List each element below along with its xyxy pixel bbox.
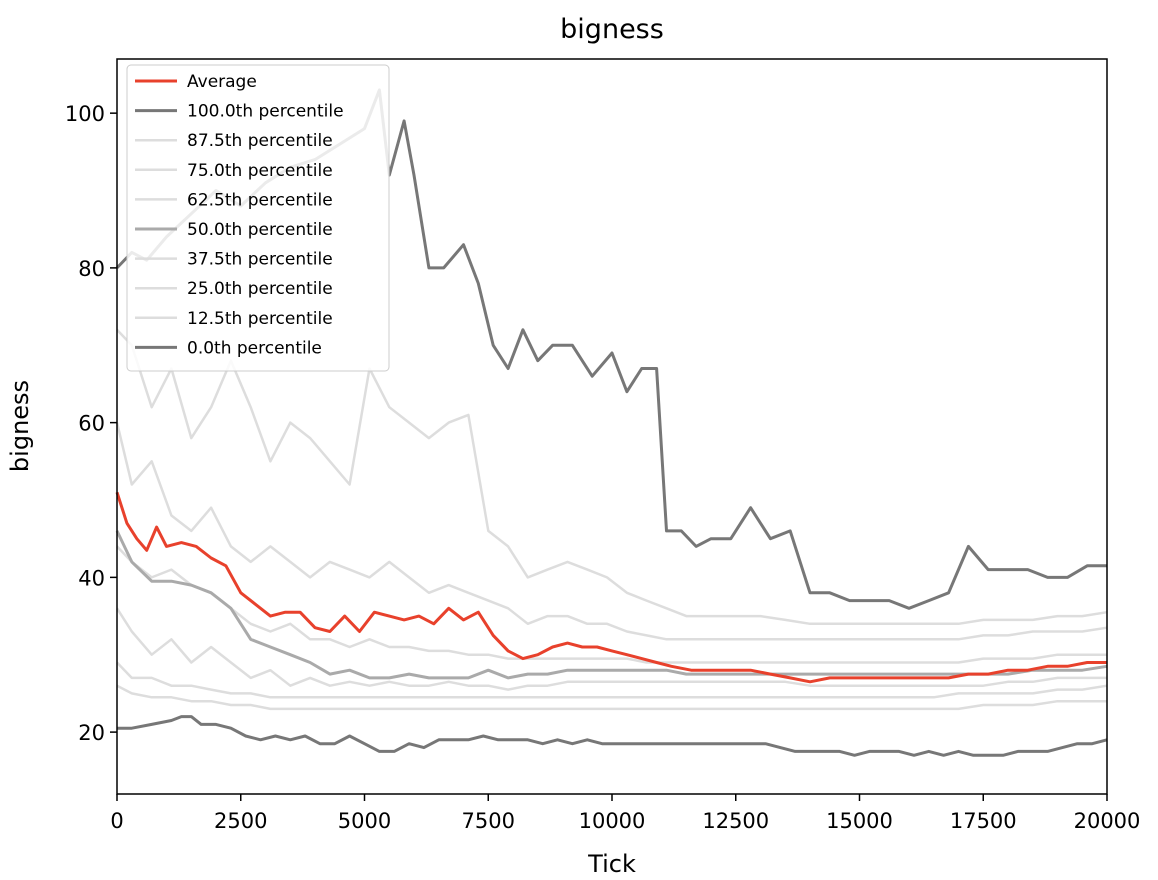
x-tick-label: 0: [110, 809, 123, 833]
legend-label: 75.0th percentile: [187, 161, 333, 181]
y-tick-label: 20: [78, 721, 105, 745]
chart-title: bigness: [560, 14, 664, 45]
y-tick-label: 80: [78, 257, 105, 281]
x-tick-label: 7500: [462, 809, 515, 833]
legend: Average 100.0th percentile 87.5th percenti…: [126, 64, 390, 372]
x-tick-label: 10000: [579, 809, 646, 833]
legend-label: 62.5th percentile: [187, 190, 333, 210]
y-axis: 20 40 60 80 100: [65, 102, 117, 745]
legend-label: Average: [187, 72, 257, 92]
series-line-87-5th-percentile: [116, 328, 1108, 626]
legend-label: 100.0th percentile: [187, 102, 344, 122]
series-line-75-0th-percentile: [115, 422, 1108, 641]
legend-label: 25.0th percentile: [187, 279, 333, 299]
legend-label: 0.0th percentile: [187, 338, 322, 358]
x-axis-title: Tick: [587, 850, 636, 878]
x-tick-label: 15000: [826, 809, 893, 833]
legend-label: 50.0th percentile: [187, 220, 333, 240]
series-line-50-0th-percentile: [115, 530, 1108, 680]
x-tick-label: 12500: [702, 809, 769, 833]
legend-label: 87.5th percentile: [187, 131, 333, 151]
series-line-25-0th-percentile: [116, 661, 1108, 699]
series-line-average: [115, 491, 1107, 684]
series-line-0-0th-percentile: [117, 715, 1108, 757]
y-tick-label: 100: [65, 102, 105, 126]
y-tick-label: 60: [78, 412, 105, 436]
y-tick-label: 40: [78, 566, 105, 590]
series-line-12-5th-percentile: [116, 684, 1107, 711]
x-tick-label: 2500: [214, 809, 267, 833]
legend-label: 37.5th percentile: [187, 250, 333, 270]
series-line-37-5th-percentile: [115, 607, 1107, 691]
x-tick-label: 5000: [338, 809, 391, 833]
x-tick-label: 20000: [1074, 809, 1141, 833]
legend-label: 12.5th percentile: [187, 309, 333, 329]
x-tick-label: 17500: [950, 809, 1017, 833]
x-axis: 0 2500 5000 7500 10000 12500 15000 17500 20000: [110, 794, 1140, 833]
legend-box: [126, 64, 390, 372]
y-axis-title: bigness: [6, 380, 34, 472]
series-layer: [115, 88, 1108, 757]
series-line-62-5th-percentile: [116, 545, 1107, 664]
